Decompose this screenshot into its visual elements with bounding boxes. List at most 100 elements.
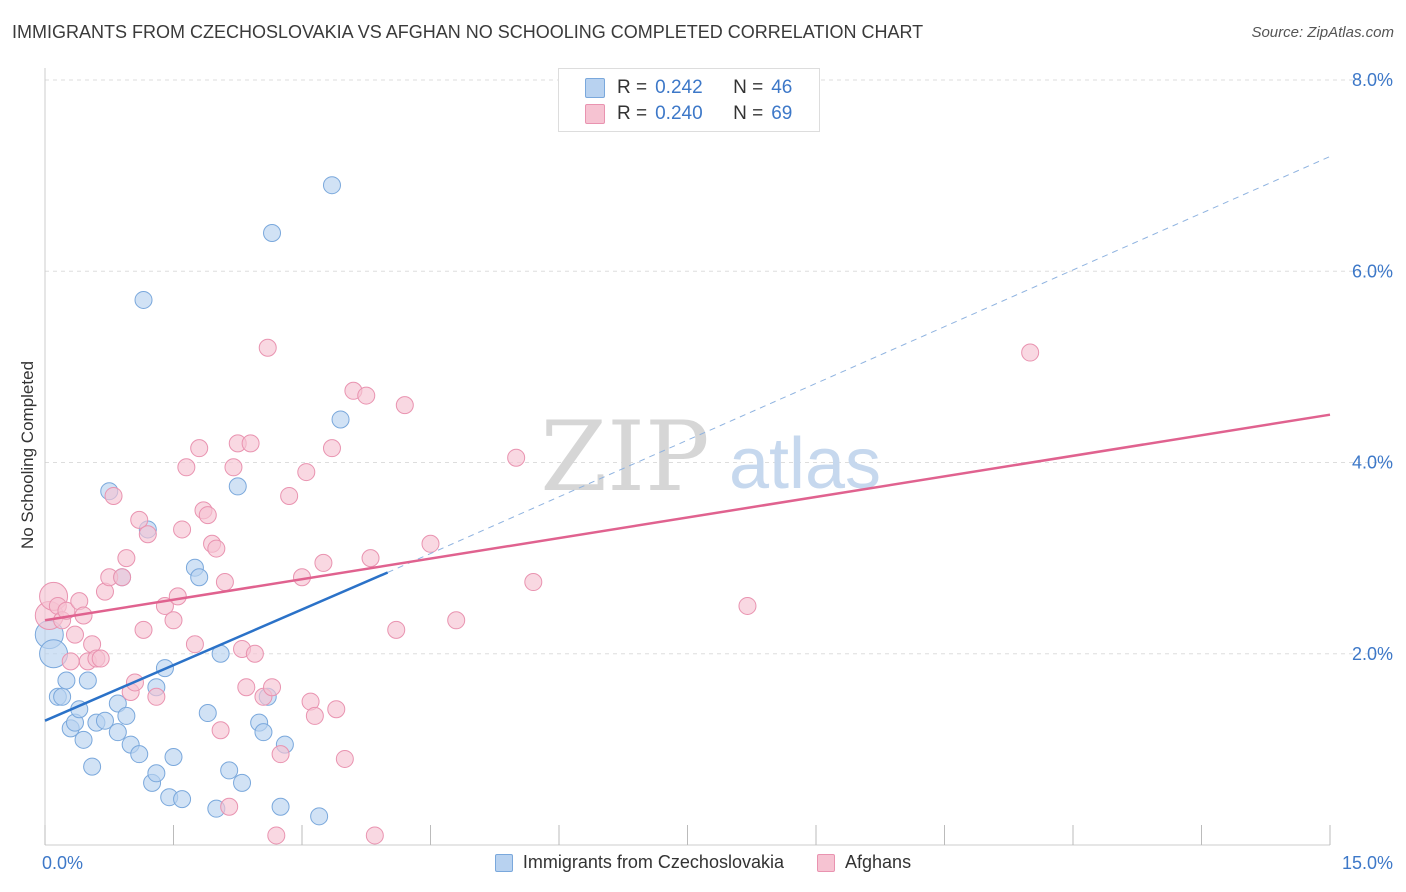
czechoslovakia-point bbox=[108, 694, 127, 713]
legend-row-blue: R = 0.242 N = 46 bbox=[585, 77, 792, 99]
legend-item-afghans: Afghans bbox=[817, 852, 911, 873]
legend-label-czechoslovakia: Immigrants from Czechoslovakia bbox=[522, 852, 784, 872]
afghans-point bbox=[117, 549, 136, 568]
watermark-zip: ZIP bbox=[540, 401, 709, 513]
legend-n-label: N = bbox=[733, 77, 764, 98]
czechoslovakia-point bbox=[228, 477, 247, 496]
czechoslovakia-point bbox=[134, 290, 153, 309]
afghans-point bbox=[207, 539, 226, 558]
afghans-point bbox=[147, 687, 166, 706]
czechoslovakia-point bbox=[130, 745, 149, 764]
afghans-point bbox=[211, 721, 230, 740]
legend-r-value: 0.242 bbox=[655, 77, 703, 98]
afghans-point bbox=[280, 486, 299, 505]
afghans-point bbox=[447, 611, 466, 630]
legend-row-pink: R = 0.240 N = 69 bbox=[585, 103, 792, 125]
grid-layer bbox=[45, 79, 1392, 655]
legend-swatch-blue bbox=[494, 853, 513, 872]
czechoslovakia-point bbox=[190, 568, 209, 587]
afghans-point bbox=[113, 568, 132, 587]
czechoslovakia-point bbox=[57, 671, 76, 690]
legend-item-czechoslovakia: Immigrants from Czechoslovakia bbox=[494, 852, 784, 873]
afghans-point bbox=[91, 649, 110, 668]
x-tick-label: 15.0% bbox=[1342, 853, 1393, 873]
afghans-point bbox=[387, 620, 406, 639]
afghans-point bbox=[241, 434, 260, 453]
x-tick-label: 0.0% bbox=[42, 853, 83, 873]
afghans-point bbox=[267, 826, 286, 845]
czechoslovakia-point bbox=[117, 706, 136, 725]
legend-n-label: N = bbox=[733, 103, 764, 124]
afghans-point bbox=[361, 549, 380, 568]
watermark-atlas: atlas bbox=[729, 424, 881, 504]
afghans-point bbox=[61, 652, 80, 671]
afghans-point bbox=[1021, 343, 1040, 362]
afghans-point bbox=[198, 506, 217, 525]
czechoslovakia-point bbox=[220, 761, 239, 780]
legend-top: R = 0.242 N = 46 R = 0.240 N = 69 bbox=[558, 68, 820, 132]
czechoslovakia-point bbox=[78, 671, 97, 690]
legend-label-afghans: Afghans bbox=[845, 852, 912, 872]
legend-n-value: 46 bbox=[771, 77, 793, 98]
y-tick-label: 6.0% bbox=[1352, 261, 1393, 281]
legend-bottom: Immigrants from Czechoslovakia Afghans bbox=[0, 852, 1406, 877]
afghans-point bbox=[305, 706, 324, 725]
czechoslovakia-point bbox=[173, 790, 192, 809]
afghans-point bbox=[130, 510, 149, 529]
legend-swatch-pink bbox=[585, 104, 605, 124]
czechoslovakia-point bbox=[310, 807, 329, 826]
afghans-point bbox=[65, 625, 84, 644]
czechoslovakia-point bbox=[271, 797, 290, 816]
czechoslovakia-point bbox=[322, 176, 341, 195]
afghans-point bbox=[327, 700, 346, 719]
afghans-point bbox=[190, 439, 209, 458]
afghans-point bbox=[365, 826, 384, 845]
legend-swatch-blue bbox=[585, 78, 605, 98]
legend-r-label: R = bbox=[617, 103, 648, 124]
y-tick-label: 8.0% bbox=[1352, 70, 1393, 90]
afghans-point bbox=[297, 463, 316, 482]
czechoslovakia-point bbox=[254, 723, 273, 742]
czechoslovakia-point bbox=[198, 704, 217, 723]
source-label: Source: ZipAtlas.com bbox=[1251, 24, 1394, 41]
afghans-point bbox=[357, 386, 376, 405]
legend-swatch-pink bbox=[817, 853, 836, 872]
afghans-point bbox=[507, 448, 526, 467]
czechoslovakia-point bbox=[147, 764, 166, 783]
y-tick-label: 4.0% bbox=[1352, 453, 1393, 473]
czechoslovakia-point bbox=[331, 410, 350, 429]
legend-r-value: 0.240 bbox=[655, 103, 703, 124]
afghans-point bbox=[245, 644, 264, 663]
chart-title: IMMIGRANTS FROM CZECHOSLOVAKIA VS AFGHAN… bbox=[12, 22, 924, 42]
czechoslovakia-trend-line bbox=[44, 571, 389, 722]
afghans-point bbox=[104, 486, 123, 505]
afghans-point bbox=[215, 573, 234, 592]
afghans-point bbox=[224, 458, 243, 477]
tick-labels: 2.0% 4.0% 6.0% 8.0% 0.0% 15.0% bbox=[42, 70, 1393, 873]
afghans-point bbox=[138, 525, 157, 544]
afghans-point bbox=[314, 553, 333, 572]
afghans-trend-line bbox=[44, 413, 1331, 622]
czechoslovakia-point bbox=[263, 224, 282, 242]
afghans-point bbox=[220, 797, 239, 816]
afghans-point bbox=[185, 635, 204, 654]
czechoslovakia-point bbox=[95, 711, 114, 730]
watermark: ZIP atlas bbox=[540, 401, 881, 513]
afghans-point bbox=[524, 573, 543, 592]
afghans-point bbox=[395, 396, 414, 415]
afghans-point bbox=[421, 534, 440, 553]
czechoslovakia-trend-extension bbox=[387, 156, 1331, 573]
afghans-point bbox=[164, 611, 183, 630]
afghans-point bbox=[271, 745, 290, 764]
afghans-point bbox=[168, 587, 187, 606]
czechoslovakia-point bbox=[164, 748, 183, 767]
czechoslovakia-point bbox=[233, 773, 252, 792]
points-layer bbox=[34, 176, 1040, 845]
czechoslovakia-point bbox=[83, 757, 102, 776]
legend-r-label: R = bbox=[617, 77, 648, 98]
czechoslovakia-point bbox=[108, 723, 127, 742]
afghans-point bbox=[177, 458, 196, 477]
afghans-point bbox=[263, 678, 282, 697]
czechoslovakia-point bbox=[74, 730, 93, 749]
